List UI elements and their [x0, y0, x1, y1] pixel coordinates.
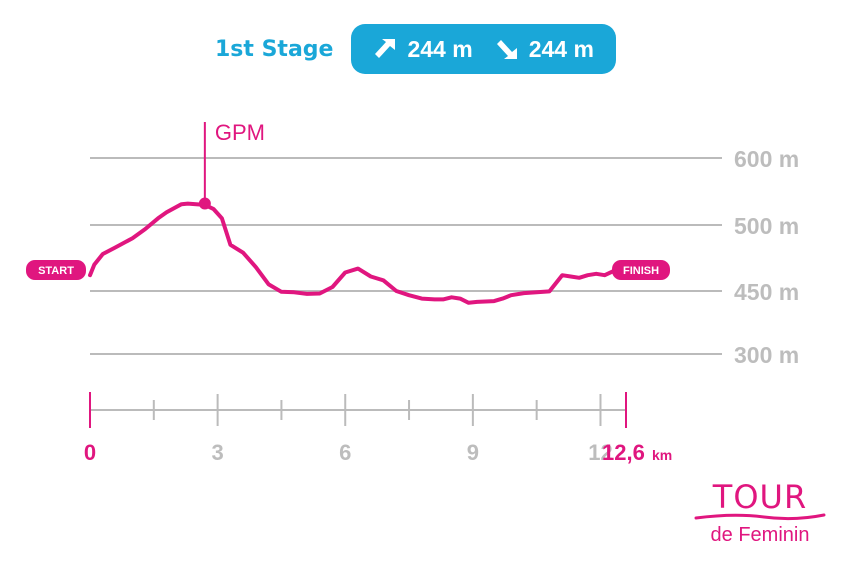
y-tick-label: 450 m: [734, 279, 799, 305]
gpm-label: GPM: [215, 120, 265, 145]
stage-header: 1st Stage 244 m 244 m: [215, 24, 616, 74]
ascent-value: 244 m: [407, 35, 473, 62]
elevation-profile-line: [88, 201, 628, 305]
gpm-marker-dot: [198, 197, 211, 210]
logo-sub-text: de Feminin: [710, 524, 810, 546]
logo-main-text: TOUR: [712, 478, 808, 516]
distance-tick-label: 3: [211, 440, 223, 465]
distance-unit-label: km: [652, 447, 672, 463]
finish-badge: FINISH: [623, 265, 659, 277]
distance-tick-label: 12,6: [602, 440, 645, 465]
distance-tick-label: 6: [339, 440, 351, 465]
y-tick-label: 300 m: [734, 342, 799, 368]
stage-title: 1st Stage: [215, 36, 334, 62]
y-tick-label: 500 m: [734, 213, 799, 239]
start-badge-bg: [26, 260, 86, 280]
tour-de-feminin-logo: TOUR de Feminin: [690, 480, 830, 546]
logo-swoosh-icon: [694, 513, 826, 521]
distance-tick-label: 0: [84, 440, 96, 465]
distance-tick-label: 9: [467, 440, 479, 465]
descent-arrow-icon: [496, 40, 517, 59]
ascent-stat: 244 m: [373, 35, 473, 63]
descent-value: 244 m: [528, 35, 594, 62]
start-badge: START: [38, 265, 74, 277]
distance-tick-label: 12: [588, 440, 612, 465]
finish-badge-bg: [612, 260, 670, 280]
y-tick-label: 600 m: [734, 146, 799, 172]
elevation-summary-pill: 244 m 244 m: [351, 24, 616, 74]
descent-stat: 244 m: [495, 36, 594, 63]
ascent-arrow-icon: [375, 39, 396, 58]
